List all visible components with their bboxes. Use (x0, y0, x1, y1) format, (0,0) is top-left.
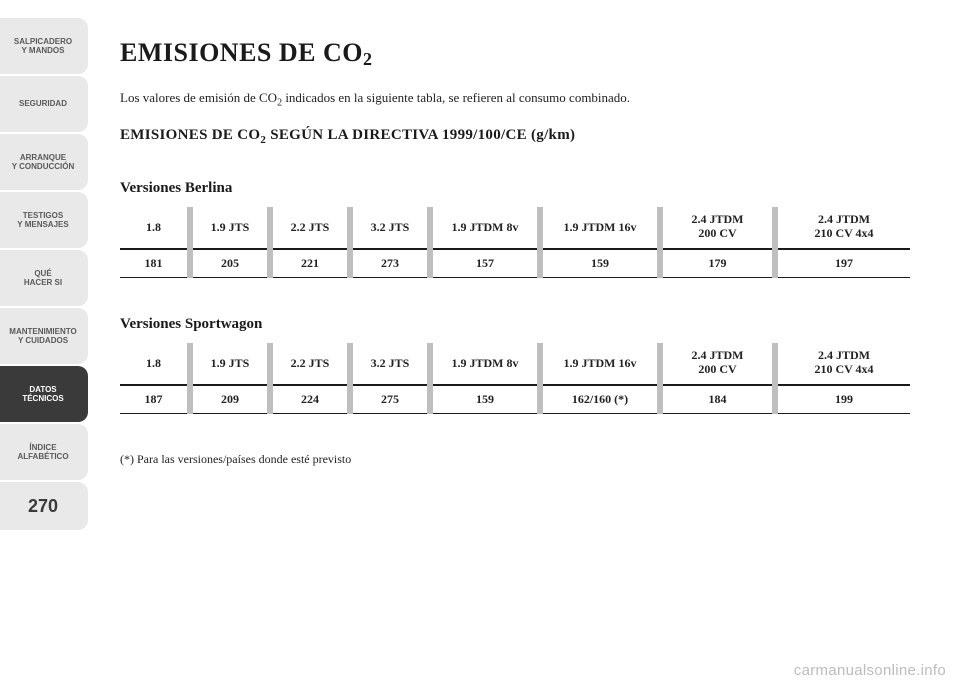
intro-pre: Los valores de emisión de CO (120, 90, 277, 105)
table-cell: 187 (120, 385, 190, 414)
tab-label: MANTENIMIENTOY CUIDADOS (9, 327, 76, 345)
footnote: (*) Para las versiones/países donde esté… (120, 452, 930, 467)
table-cell: 197 (775, 249, 910, 278)
tab-label: TESTIGOSY MENSAJES (17, 211, 68, 229)
tab-label: ARRANQUEY CONDUCCIÓN (12, 153, 75, 171)
table-header: 2.4 JTDM200 CV (660, 343, 775, 385)
table-header: 1.9 JTS (190, 343, 270, 385)
tab-que-hacer[interactable]: QUÉHACER SI (0, 250, 88, 306)
table-header: 2.4 JTDM210 CV 4x4 (775, 343, 910, 385)
table-header: 1.9 JTDM 16v (540, 343, 660, 385)
table-header: 3.2 JTS (350, 207, 430, 249)
table-cell: 157 (430, 249, 540, 278)
table-header: 3.2 JTS (350, 343, 430, 385)
table-cell: 205 (190, 249, 270, 278)
table-cell: 159 (430, 385, 540, 414)
title-text: EMISIONES DE CO (120, 38, 363, 67)
intro-post: indicados en la siguiente tabla, se refi… (282, 90, 630, 105)
page-number-value: 270 (28, 496, 58, 517)
table-cell: 181 (120, 249, 190, 278)
page: SALPICADEROY MANDOS SEGURIDAD ARRANQUEY … (0, 0, 960, 689)
sidebar: SALPICADEROY MANDOS SEGURIDAD ARRANQUEY … (0, 18, 88, 532)
table-cell: 179 (660, 249, 775, 278)
table-cell: 162/160 (*) (540, 385, 660, 414)
table-cell: 221 (270, 249, 350, 278)
table-header: 1.8 (120, 343, 190, 385)
tab-label: SALPICADEROY MANDOS (14, 37, 72, 55)
subtitle: EMISIONES DE CO2 SEGÚN LA DIRECTIVA 1999… (120, 127, 930, 146)
table-cell: 184 (660, 385, 775, 414)
table-cell: 209 (190, 385, 270, 414)
content: EMISIONES DE CO2 Los valores de emisión … (120, 38, 930, 467)
page-number: 270 (0, 482, 88, 530)
subtitle-pre: EMISIONES DE CO (120, 127, 260, 143)
table-header: 1.8 (120, 207, 190, 249)
table-sportwagon: 1.81.9 JTS2.2 JTS3.2 JTS1.9 JTDM 8v1.9 J… (120, 343, 910, 414)
table-header: 2.4 JTDM210 CV 4x4 (775, 207, 910, 249)
tab-label: DATOSTÉCNICOS (22, 385, 63, 403)
tab-arranque[interactable]: ARRANQUEY CONDUCCIÓN (0, 134, 88, 190)
table-header: 2.2 JTS (270, 207, 350, 249)
section-sportwagon-title: Versiones Sportwagon (120, 316, 930, 333)
section-berlina-title: Versiones Berlina (120, 180, 930, 197)
tab-salpicadero[interactable]: SALPICADEROY MANDOS (0, 18, 88, 74)
intro-text: Los valores de emisión de CO2 indicados … (120, 90, 930, 109)
watermark: carmanualsonline.info (794, 662, 946, 679)
table-cell: 273 (350, 249, 430, 278)
table-header: 1.9 JTDM 8v (430, 343, 540, 385)
tab-indice[interactable]: ÍNDICEALFABÉTICO (0, 424, 88, 480)
table-header: 2.2 JTS (270, 343, 350, 385)
page-title: EMISIONES DE CO2 (120, 38, 930, 68)
table-berlina: 1.81.9 JTS2.2 JTS3.2 JTS1.9 JTDM 8v1.9 J… (120, 207, 910, 278)
tab-label: QUÉHACER SI (24, 269, 62, 287)
table-cell: 275 (350, 385, 430, 414)
table-header: 1.9 JTDM 8v (430, 207, 540, 249)
table-cell: 224 (270, 385, 350, 414)
tab-datos-tecnicos[interactable]: DATOSTÉCNICOS (0, 366, 88, 422)
table-header: 1.9 JTS (190, 207, 270, 249)
tab-testigos[interactable]: TESTIGOSY MENSAJES (0, 192, 88, 248)
tab-mantenimiento[interactable]: MANTENIMIENTOY CUIDADOS (0, 308, 88, 364)
table-header: 2.4 JTDM200 CV (660, 207, 775, 249)
tab-label: SEGURIDAD (19, 99, 67, 108)
table-header: 1.9 JTDM 16v (540, 207, 660, 249)
tab-seguridad[interactable]: SEGURIDAD (0, 76, 88, 132)
title-sub: 2 (363, 49, 373, 69)
subtitle-post: SEGÚN LA DIRECTIVA 1999/100/CE (g/km) (266, 127, 575, 143)
tab-label: ÍNDICEALFABÉTICO (17, 443, 68, 461)
table-cell: 199 (775, 385, 910, 414)
table-cell: 159 (540, 249, 660, 278)
